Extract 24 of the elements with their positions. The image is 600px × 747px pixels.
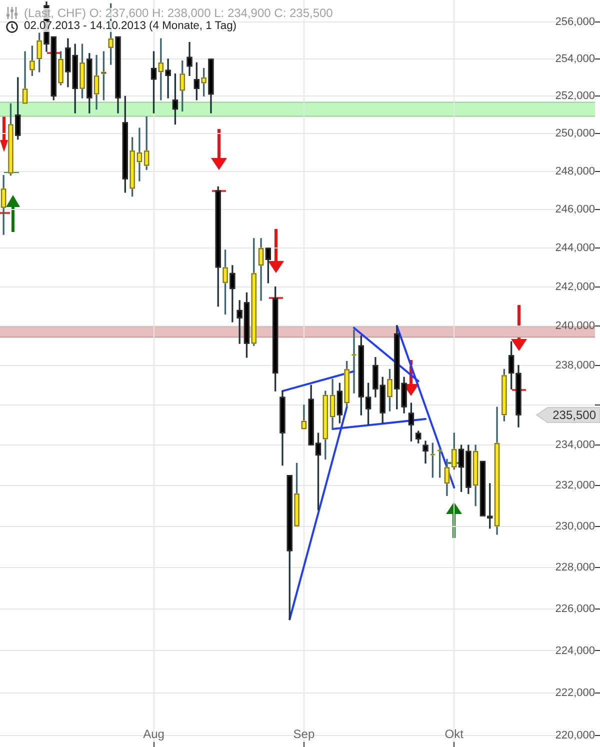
text: 235,500 — [552, 408, 596, 422]
y-tick-label: 254,000 — [555, 52, 595, 65]
x-tick-label: Aug — [143, 727, 164, 742]
y-tick-label: 230,000 — [555, 520, 595, 532]
y-tick-label: 242,000 — [555, 280, 595, 293]
y-tick-label: 252,000 — [555, 90, 595, 102]
text: 02.07.2013 - 14.10.2013 (4 Monate, 1 Tag) — [24, 20, 237, 32]
y-tick-label: 234,000 — [555, 439, 595, 452]
text: (Last, CHF) O: 237,600 H: 238,000 L: 234,900 C: 235,500 — [24, 6, 333, 20]
y-tick-label: 240,000 — [555, 320, 595, 332]
y-tick-label: 222,000 — [555, 686, 595, 699]
y-tick-label: 244,000 — [555, 242, 595, 254]
y-tick-label: 256,000 — [555, 16, 595, 28]
x-tick-label: Sep — [293, 727, 315, 742]
y-tick-label: 220,000 — [555, 730, 595, 742]
y-tick-label: 228,000 — [555, 561, 595, 574]
y-tick-label: 226,000 — [555, 602, 595, 615]
y-tick-label: 250,000 — [555, 128, 595, 140]
y-tick-label: 224,000 — [555, 644, 595, 657]
y-tick-label: 248,000 — [555, 166, 595, 178]
y-tick-label: 246,000 — [555, 204, 595, 216]
y-tick-label: 232,000 — [555, 480, 595, 492]
y-tick-label: 238,000 — [555, 359, 595, 372]
x-tick-label: Okt — [444, 727, 464, 742]
